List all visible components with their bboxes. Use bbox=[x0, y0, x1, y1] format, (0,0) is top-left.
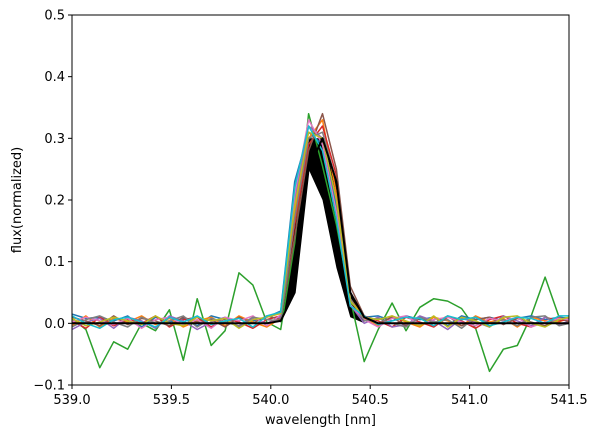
series-line-11 bbox=[72, 137, 569, 325]
series-line-10 bbox=[72, 125, 569, 330]
y-tick-label: 0.4 bbox=[44, 70, 65, 85]
series-line-1 bbox=[72, 112, 569, 373]
x-axis-label: wavelength [nm] bbox=[265, 413, 376, 428]
y-axis-label: flux(normalized) bbox=[10, 147, 25, 254]
x-tick-label: 540.0 bbox=[252, 393, 289, 408]
series-line-6 bbox=[72, 112, 569, 328]
series-lines bbox=[72, 112, 569, 373]
x-tick-label: 541.5 bbox=[550, 393, 587, 408]
x-tick-label: 540.5 bbox=[352, 393, 389, 408]
y-tick-label: 0.2 bbox=[44, 194, 65, 209]
plot-frame bbox=[71, 14, 570, 386]
y-tick-label: 0.0 bbox=[44, 317, 65, 332]
x-tick-label: 539.5 bbox=[153, 393, 190, 408]
y-tick-label: 0.5 bbox=[44, 9, 65, 24]
y-tick-label: −0.1 bbox=[33, 379, 65, 394]
x-tick-label: 541.0 bbox=[451, 393, 488, 408]
x-axis: 539.0 539.5 540.0 540.5 541.0 541.5 bbox=[53, 385, 588, 408]
y-tick-label: 0.1 bbox=[44, 255, 65, 270]
y-axis: −0.1 0.0 0.1 0.2 0.3 0.4 0.5 bbox=[33, 9, 72, 394]
y-tick-label: 0.3 bbox=[44, 132, 65, 147]
series-line-3 bbox=[72, 119, 569, 328]
x-tick-label: 539.0 bbox=[53, 393, 90, 408]
series-line-7 bbox=[72, 119, 569, 330]
